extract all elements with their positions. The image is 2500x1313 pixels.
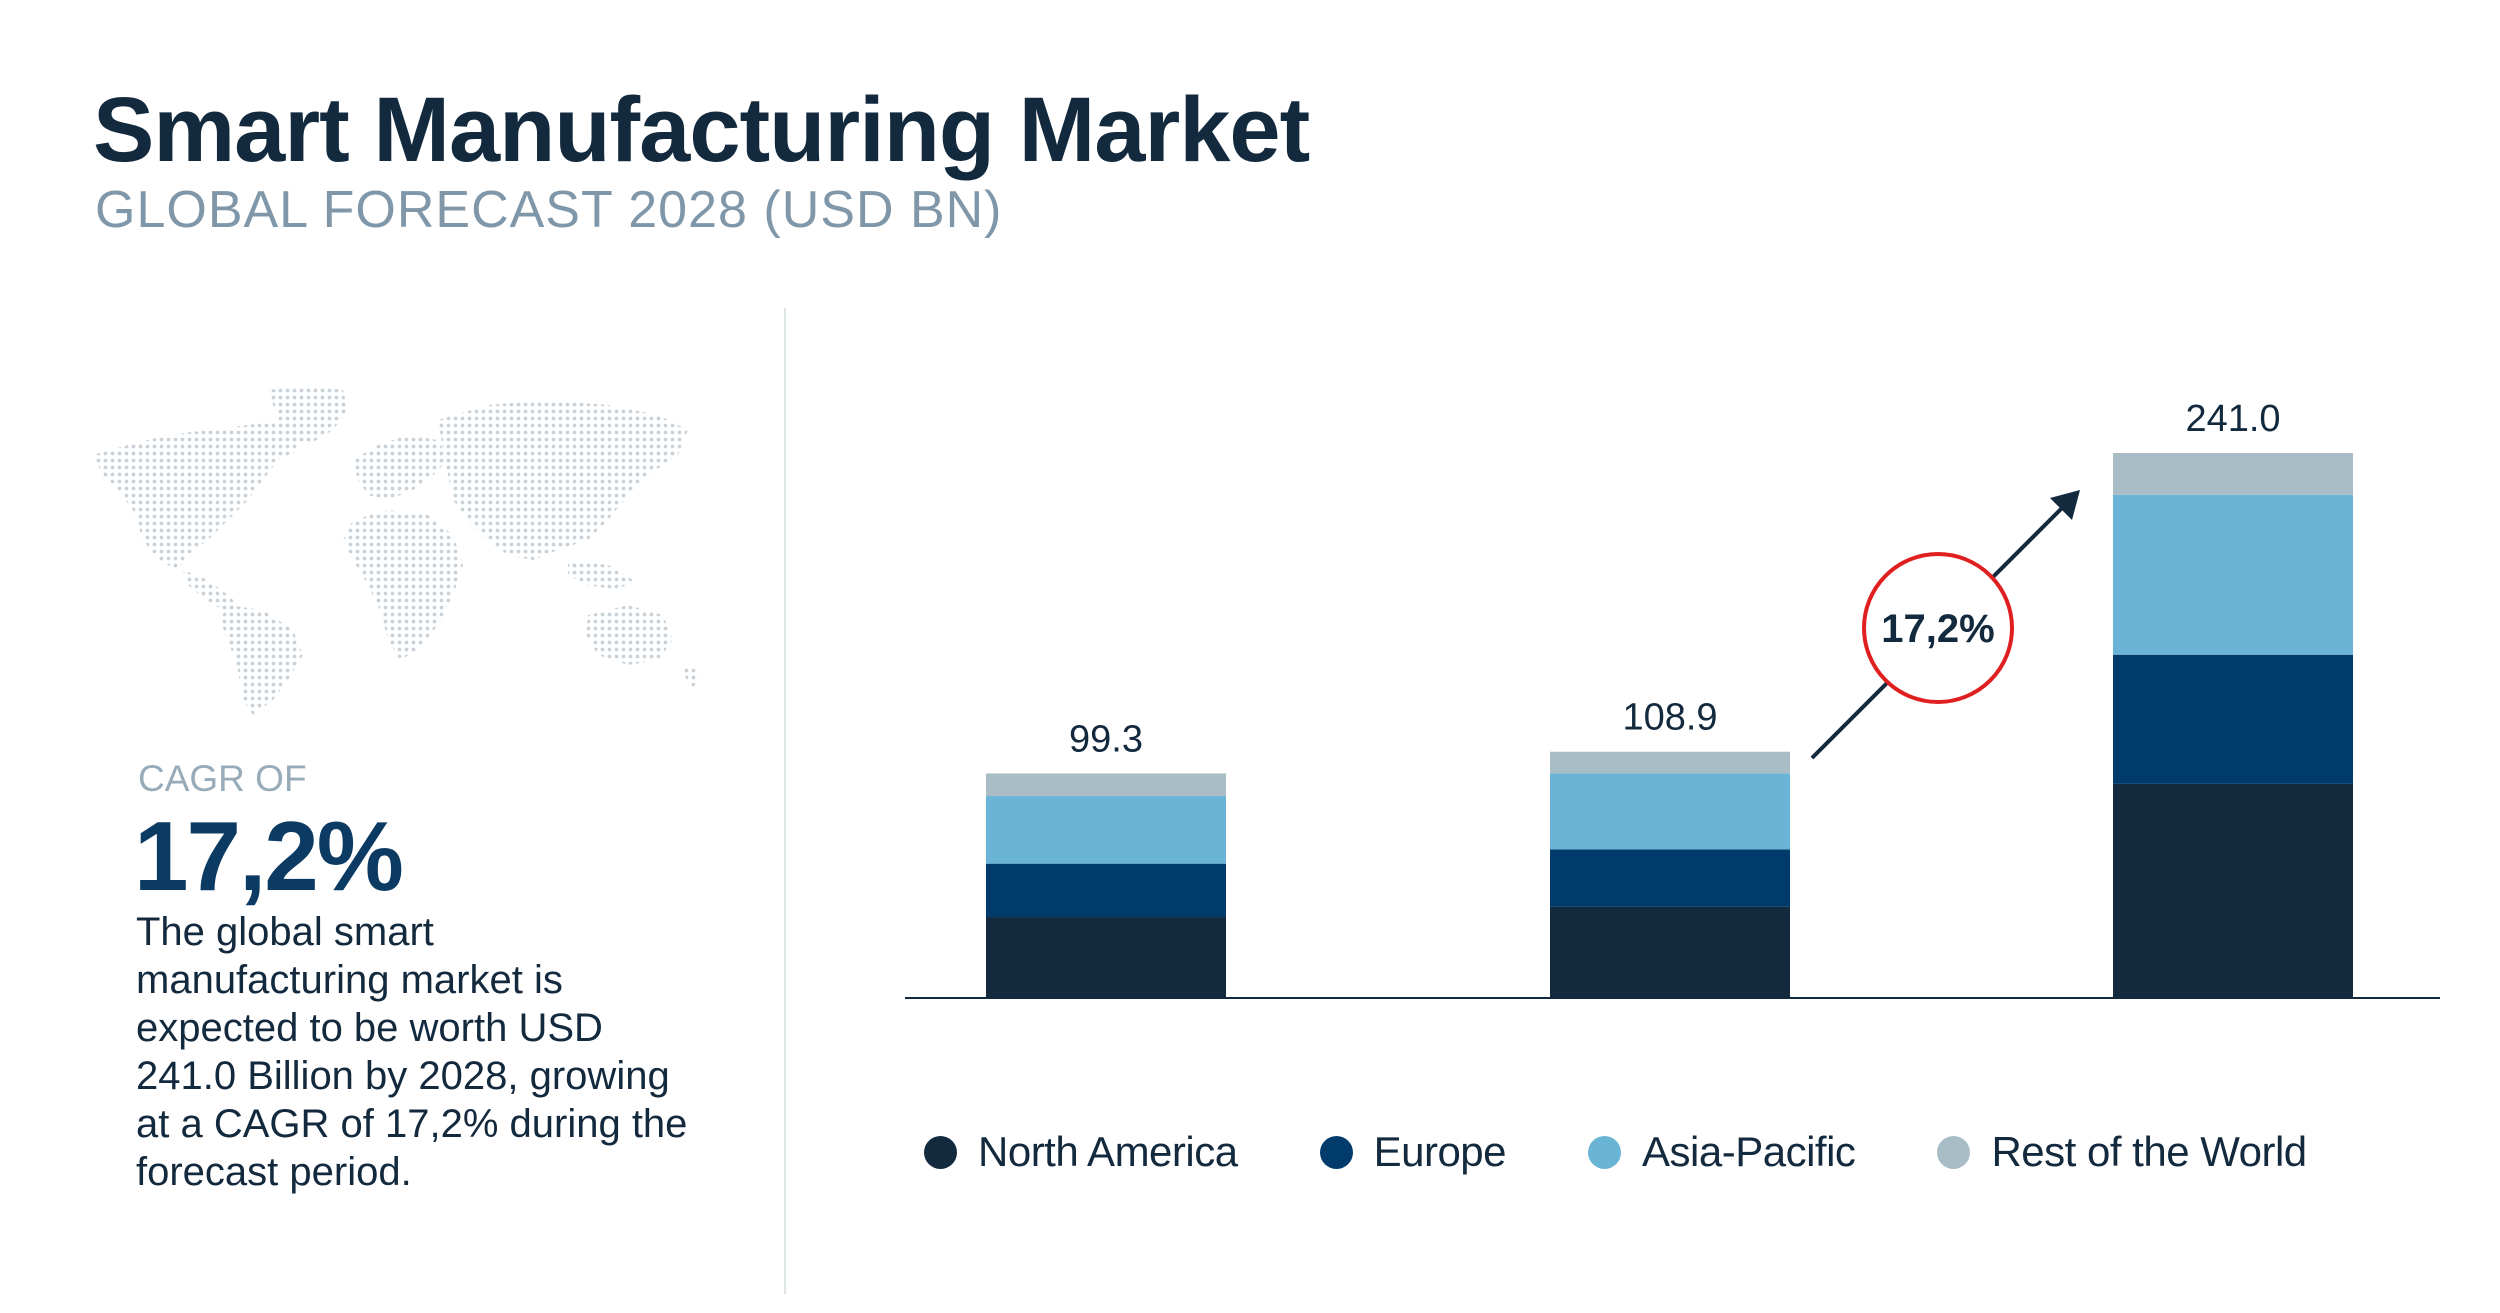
legend-item-north-america: North America [924,1128,1238,1176]
arrow-head-icon [2050,490,2080,520]
bar-segment-asia-pacific-2 [1550,773,1790,850]
bar-total-label-2: 108.9 [1622,697,1717,739]
bar-segment-rest-of-the-world-1 [986,773,1226,797]
cagr-value: 17,2% [134,801,404,911]
cagr-badge [1862,552,2014,704]
bar-segment-asia-pacific-1 [986,796,1226,864]
cagr-label: CAGR OF [138,758,307,799]
chart-legend: North America Europe Asia-Pacific Rest of t… [924,1122,2307,1182]
legend-swatch-europe [1319,1135,1353,1169]
legend-label-north-america: North America [978,1128,1238,1175]
legend-item-europe: Europe [1319,1128,1507,1176]
legend-swatch-asia-pacific [1588,1135,1622,1169]
bar-segment-north-america-1 [986,917,1226,998]
bar-segment-north-america-2 [1550,906,1790,998]
bar-segment-asia-pacific-3 [2113,494,2353,655]
bar-segment-europe-1 [986,863,1226,918]
legend-swatch-north-america [924,1135,957,1169]
legend-item-asia-pacific: Asia-Pacific [1588,1128,1856,1176]
chart-title: Smart Manufacturing Market [93,79,1310,181]
legend-label-asia-pacific: Asia-Pacific [1642,1128,1856,1175]
bar-total-label-1: 99.3 [1069,718,1143,760]
market-description: The global smart manufacturing market is… [136,910,688,1194]
bar-segment-rest-of-the-world-2 [1550,751,1790,774]
cagr-badge-label: 17,2% [1881,607,1994,651]
bar-total-label-3: 241.0 [2185,398,2280,440]
bar-segment-rest-of-the-world-3 [2113,453,2353,495]
legend-item-rest-of-the-world: Rest of the World [1937,1128,2307,1176]
legend-swatch-rest-of-the-world [1937,1135,1971,1169]
bar-segment-north-america-3 [2113,783,2353,998]
vertical-divider [784,308,786,1294]
chart-subtitle: GLOBAL FORECAST 2028 (USD BN) [95,181,1003,239]
bar-segment-europe-3 [2113,654,2353,784]
bar-segment-europe-2 [1550,849,1790,907]
world-map-icon [93,385,700,715]
stacked-bar-chart: 99.3 108.9 241.0 17,2% [905,398,2440,999]
legend-label-europe: Europe [1373,1128,1507,1175]
legend-label-rest-of-the-world: Rest of the World [1991,1128,2307,1175]
